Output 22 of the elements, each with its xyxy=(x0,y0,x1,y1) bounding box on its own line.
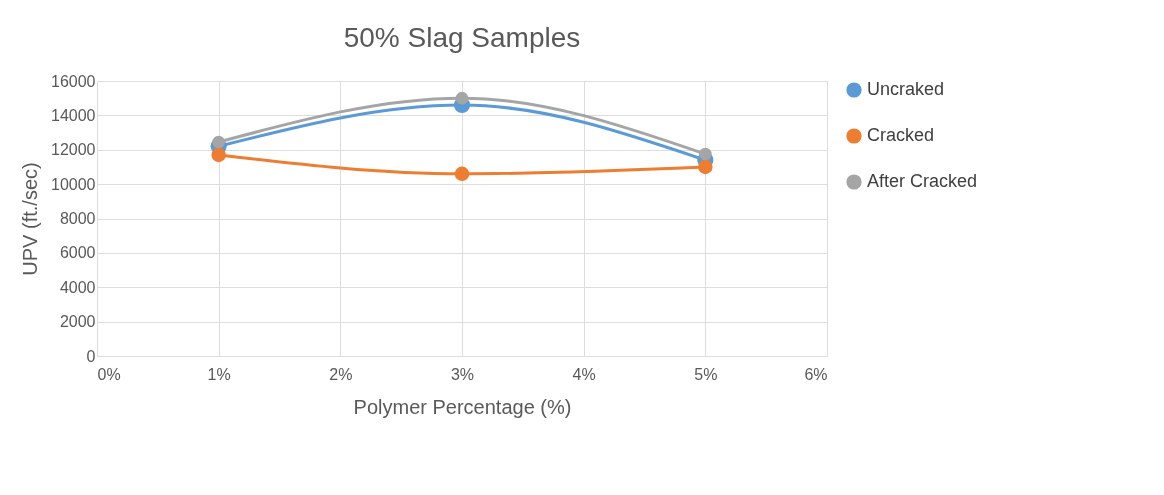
x-tick-label: 4% xyxy=(572,365,596,383)
legend-label: Cracked xyxy=(867,125,935,145)
x-tick-label: 1% xyxy=(207,365,231,383)
x-tick-label: 5% xyxy=(694,365,718,383)
y-tick-label: 14000 xyxy=(51,106,96,124)
y-axis-title: UPV (ft./sec) xyxy=(19,162,42,276)
legend-label: Uncraked xyxy=(867,79,945,99)
y-tick-label: 16000 xyxy=(51,72,96,90)
y-tick-label: 10000 xyxy=(51,175,96,193)
y-tick-label: 0 xyxy=(86,347,96,365)
y-tick-label: 2000 xyxy=(59,313,96,331)
legend-label: After Cracked xyxy=(867,171,978,191)
y-tick-label: 6000 xyxy=(59,244,96,262)
x-tick-label: 0% xyxy=(97,365,121,383)
chart-title: 50% Slag Samples xyxy=(343,22,581,53)
x-axis-title: Polymer Percentage (%) xyxy=(353,395,572,418)
x-tick-label: 3% xyxy=(450,365,475,383)
y-tick-label: 4000 xyxy=(59,278,96,296)
x-tick-label: 6% xyxy=(804,365,828,383)
y-tick-label: 12000 xyxy=(51,141,96,159)
x-tick-label: 2% xyxy=(329,365,353,383)
y-tick-label: 8000 xyxy=(59,210,96,227)
